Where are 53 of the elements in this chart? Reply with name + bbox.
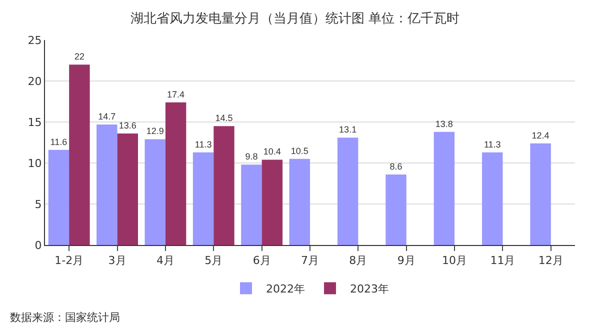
x-tick-label: 8月 [349,254,368,268]
x-tick-label: 9月 [397,254,416,268]
legend-label: 2022年 [266,282,305,296]
x-tick-label: 5月 [204,254,223,268]
chart-title: 湖北省风力发电量分月（当月值）统计图 单位：亿千瓦时 [130,11,460,26]
data-label: 12.9 [146,126,164,136]
data-label: 13.6 [118,120,136,130]
data-label: 12.4 [532,130,550,140]
x-tick-label: 7月 [301,254,319,268]
bar [69,64,90,245]
bar [482,152,503,245]
y-tick-label: 5 [34,198,42,211]
data-label: 9.8 [245,152,258,162]
y-tick-label: 0 [34,238,42,252]
bar [48,150,70,245]
bar [144,139,166,245]
bar [165,102,186,245]
bar [386,174,406,245]
bar [530,143,551,245]
y-tick-label: 20 [28,74,42,88]
y-tick-label: 25 [28,34,42,47]
data-label: 14.7 [98,111,116,122]
data-label: 11.6 [50,136,68,147]
x-tick-label: 4月 [156,254,174,268]
data-label: 13.1 [339,124,357,135]
data-label: 13.8 [435,118,453,129]
x-tick-label: 12月 [538,254,564,268]
bar [337,138,358,245]
x-tick-label: 10月 [442,254,468,268]
bar [117,133,138,245]
bar [214,126,234,245]
bar [192,152,214,245]
data-label: 10.4 [263,146,281,157]
bar [289,158,310,245]
bar [262,160,283,245]
y-tick-label: 10 [28,156,42,170]
x-tick-label: 11月 [490,254,516,268]
data-label: 10.5 [290,146,308,156]
data-label: 11.3 [484,139,501,150]
bar [96,124,118,245]
source-note: 数据来源：国家统计局 [10,311,120,324]
y-tick-label: 15 [28,116,42,129]
bar [241,164,262,245]
data-label: 17.4 [167,89,185,100]
data-label: 14.5 [215,113,233,124]
bar [434,132,455,245]
legend-label: 2023年 [350,282,389,296]
x-tick-label: 3月 [108,254,126,268]
data-label: 11.3 [194,139,212,150]
data-label: 22 [74,52,84,62]
x-tick-label: 6月 [252,254,271,268]
x-tick-label: 1-2月 [54,254,84,268]
data-label: 8.6 [390,161,402,172]
